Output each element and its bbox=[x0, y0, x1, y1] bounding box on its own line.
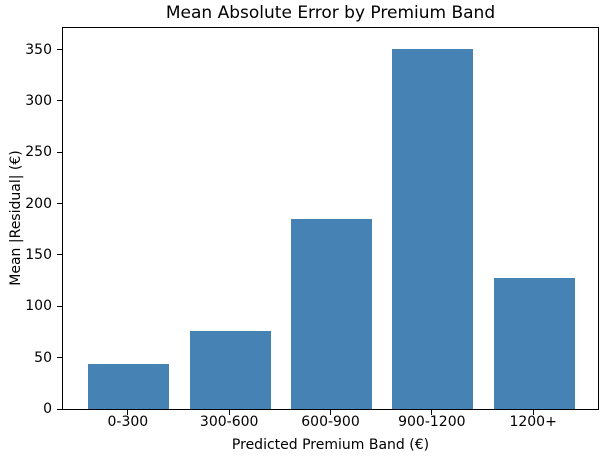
y-tick-label: 300 bbox=[25, 92, 52, 109]
y-tick-label: 250 bbox=[25, 144, 52, 161]
x-tick-mark bbox=[330, 410, 331, 415]
y-tick-mark bbox=[57, 357, 62, 359]
y-tick-mark bbox=[57, 408, 62, 410]
bar-1200+ bbox=[493, 277, 575, 409]
bar-600-900 bbox=[290, 219, 373, 409]
y-tick-mark bbox=[57, 100, 62, 102]
x-tick-mark bbox=[431, 410, 433, 415]
y-tick-label: 150 bbox=[25, 246, 52, 263]
x-tick-label: 600-900 bbox=[301, 414, 360, 430]
y-tick-mark bbox=[57, 305, 62, 307]
x-tick-label: 0-300 bbox=[107, 414, 149, 430]
y-tick-mark bbox=[57, 151, 62, 153]
x-axis-label: Predicted Premium Band (€) bbox=[231, 437, 430, 453]
x-tick-label: 900-1200 bbox=[398, 414, 466, 430]
y-tick-label: 350 bbox=[25, 41, 52, 58]
y-tick-label: 0 bbox=[43, 401, 52, 417]
bar-0-300 bbox=[88, 363, 170, 409]
plot-area bbox=[62, 27, 599, 410]
chart-title: Mean Absolute Error by Premium Band bbox=[165, 3, 496, 23]
x-tick-mark bbox=[532, 410, 534, 415]
y-tick-label: 100 bbox=[25, 298, 52, 315]
y-tick-mark bbox=[57, 203, 62, 205]
y-tick-label: 200 bbox=[25, 195, 52, 212]
x-tick-mark bbox=[127, 410, 129, 415]
y-tick-mark bbox=[57, 49, 62, 51]
y-tick-mark bbox=[57, 254, 62, 256]
x-tick-label: 1200+ bbox=[509, 414, 557, 430]
bar-300-600 bbox=[189, 330, 271, 409]
bar-900-1200 bbox=[392, 48, 474, 409]
x-tick-mark bbox=[228, 410, 230, 415]
x-tick-label: 300-600 bbox=[199, 414, 259, 430]
y-axis-label: Mean |Residual| (€) bbox=[8, 150, 24, 286]
y-tick-label: 50 bbox=[34, 349, 52, 366]
